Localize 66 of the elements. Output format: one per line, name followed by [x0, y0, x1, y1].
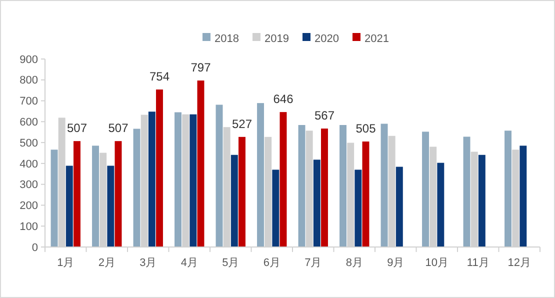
- y-tick-label: 900: [20, 54, 38, 66]
- x-tick-label: 7月: [304, 257, 322, 269]
- y-tick-label: 800: [20, 74, 38, 87]
- data-label: 507: [108, 121, 129, 136]
- y-tick-label: 300: [20, 179, 38, 192]
- data-label: 567: [314, 108, 335, 123]
- bar: [50, 150, 58, 247]
- bar: [74, 141, 80, 247]
- bar: [422, 132, 429, 247]
- bar: [380, 124, 388, 247]
- bar: [478, 154, 486, 247]
- bar: [216, 104, 223, 247]
- bar: [280, 112, 287, 247]
- bar: [272, 170, 280, 247]
- bar: [66, 166, 73, 247]
- legend-label: 2018: [214, 32, 239, 45]
- y-tick-label: 600: [20, 116, 38, 129]
- bar: [197, 80, 204, 247]
- bar: [257, 103, 264, 247]
- bar: [313, 160, 320, 247]
- y-tick-label: 0: [32, 242, 38, 254]
- bar: [114, 141, 122, 247]
- bar: [92, 146, 99, 247]
- data-label: 646: [273, 92, 294, 106]
- x-tick-label: 3月: [140, 257, 157, 269]
- data-label: 527: [232, 116, 252, 131]
- x-tick-label: 4月: [180, 257, 198, 269]
- y-tick-label: 500: [20, 137, 38, 150]
- bar: [463, 136, 470, 247]
- bar: [230, 154, 238, 247]
- legend-label: 2021: [364, 32, 389, 45]
- y-tick-label: 100: [20, 220, 38, 233]
- bar: [340, 125, 346, 247]
- x-tick-label: 10月: [425, 257, 448, 269]
- data-label: 505: [356, 122, 376, 136]
- x-tick-label: 2月: [98, 257, 116, 269]
- bar: [148, 112, 156, 247]
- data-label: 754: [149, 70, 170, 84]
- bar: [174, 112, 182, 247]
- y-tick-label: 200: [20, 200, 38, 212]
- bar: [156, 90, 163, 247]
- bar: [321, 128, 328, 247]
- bar: [362, 142, 370, 247]
- bar: [107, 166, 114, 247]
- data-label: 797: [190, 60, 212, 75]
- legend-label: 2019: [264, 32, 289, 45]
- bar: [396, 166, 403, 247]
- bar: [520, 146, 527, 247]
- bar: [133, 128, 140, 247]
- x-tick-label: 1月: [57, 257, 74, 269]
- y-tick-label: 700: [20, 96, 38, 108]
- x-tick-label: 9月: [387, 257, 404, 269]
- legend-label: 2020: [314, 32, 339, 45]
- bar: [504, 130, 512, 247]
- x-tick-label: 11月: [466, 257, 490, 269]
- y-tick-label: 400: [20, 158, 38, 170]
- bar: [238, 136, 246, 247]
- bar: [354, 170, 362, 247]
- x-tick-label: 8月: [346, 257, 363, 269]
- bar: [190, 114, 197, 247]
- x-tick-label: 5月: [222, 257, 240, 269]
- data-label: 507: [66, 121, 88, 136]
- bar: [298, 125, 306, 247]
- x-tick-label: 6月: [263, 257, 280, 269]
- x-tick-label: 12月: [508, 257, 531, 269]
- bar: [437, 162, 444, 247]
